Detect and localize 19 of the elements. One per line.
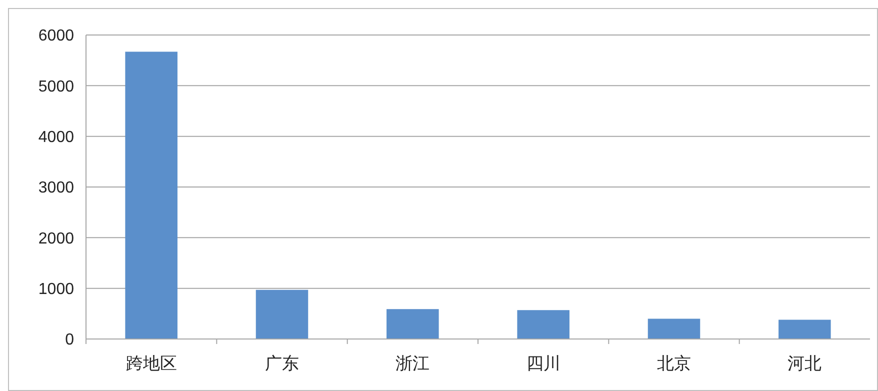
x-tick-label: 跨地区: [126, 354, 177, 373]
x-tick-label: 广东: [265, 354, 299, 373]
x-tick-label: 浙江: [396, 354, 430, 373]
y-tick-label: 1000: [38, 280, 74, 298]
y-tick-label: 2000: [38, 230, 74, 248]
bar: [256, 290, 308, 339]
y-tick-label: 4000: [38, 128, 74, 146]
bar: [648, 318, 700, 339]
y-tick-label: 3000: [38, 180, 74, 197]
bar: [517, 310, 570, 339]
y-tick-label: 0: [65, 332, 74, 349]
x-tick-label: 河北: [788, 354, 822, 373]
x-tick-label: 北京: [657, 354, 691, 373]
bar: [125, 52, 178, 339]
x-tick-label: 四川: [526, 354, 560, 373]
bar: [386, 309, 439, 339]
bar: [778, 320, 831, 339]
y-tick-label: 6000: [38, 28, 74, 45]
y-tick-label: 5000: [38, 78, 74, 96]
